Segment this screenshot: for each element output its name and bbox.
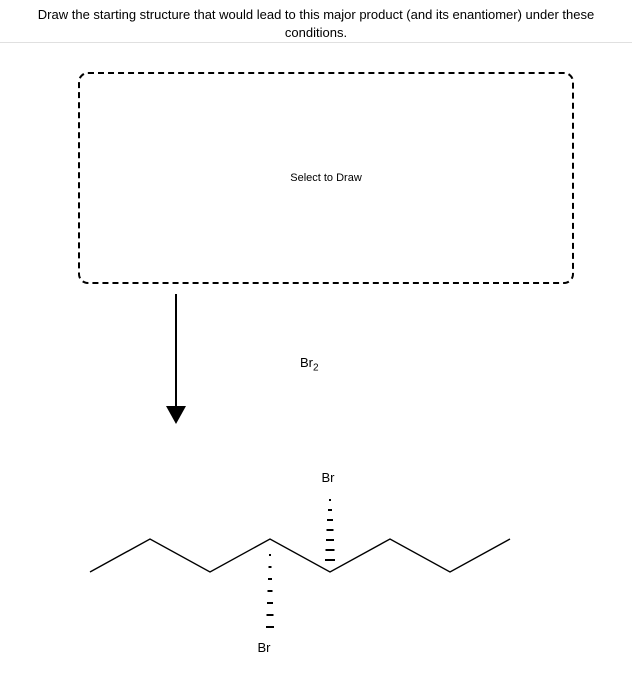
draw-area[interactable]: Select to Draw (78, 72, 574, 284)
question-text: Draw the starting structure that would l… (0, 6, 632, 42)
br-bottom-label: Br (258, 640, 272, 655)
question-line1: Draw the starting structure that would l… (38, 7, 594, 22)
molecule-svg: Br Br (70, 430, 570, 690)
product-molecule: Br Br (70, 430, 570, 690)
draw-area-label: Select to Draw (290, 172, 362, 184)
reagent-sub: 2 (313, 363, 319, 374)
wedge-top (325, 500, 335, 560)
question-line2: conditions. (285, 25, 347, 40)
reaction-arrow (166, 294, 186, 424)
arrow-shaft (175, 294, 177, 412)
arrow-head-icon (166, 406, 186, 424)
br-top-label: Br (322, 470, 336, 485)
horizontal-rule (0, 42, 632, 43)
carbon-skeleton (90, 539, 510, 572)
wedge-bottom (266, 555, 274, 627)
reagent-label: Br2 (300, 355, 319, 374)
reagent-base: Br (300, 355, 313, 370)
